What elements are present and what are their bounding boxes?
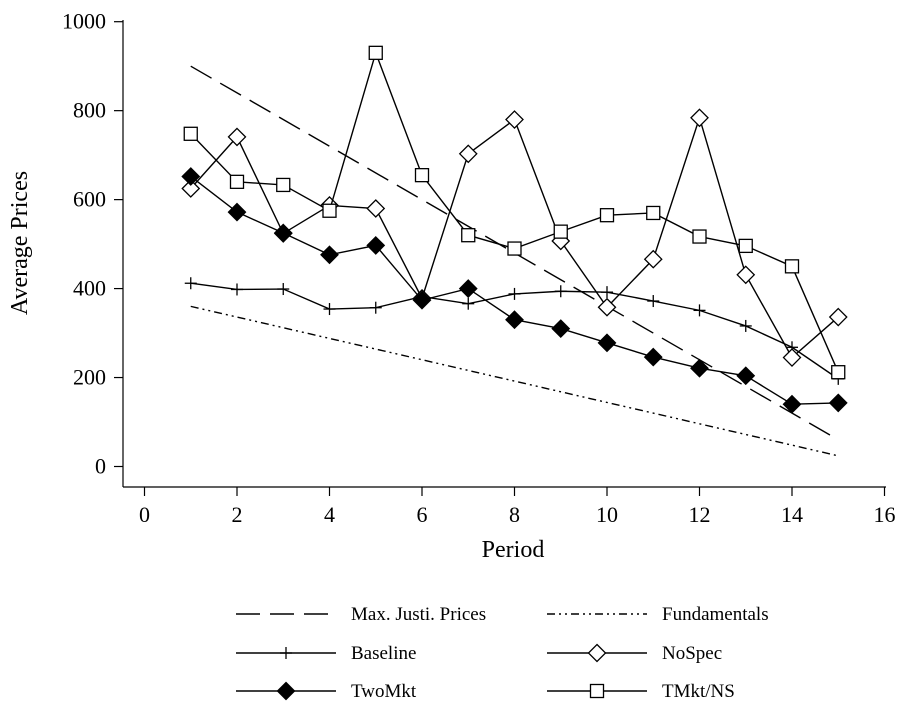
series-tmkt-ns: [183, 45, 846, 380]
series-twomkt: [181, 167, 848, 414]
x-ticks: 0 2 4 6 8 10 12 14 16: [139, 487, 896, 527]
legend-label: TwoMkt: [351, 681, 417, 702]
data-point-tmkt-ns: [553, 224, 568, 239]
data-point-baseline: [184, 277, 197, 290]
data-point-nospec: [505, 110, 524, 129]
data-point-tmkt-ns: [461, 228, 476, 243]
data-point-baseline: [508, 287, 521, 300]
series-max-justi-prices: [190, 65, 839, 441]
data-point-twomkt: [458, 279, 478, 298]
y-tick-label: 600: [73, 187, 106, 212]
data-point-tmkt-ns: [507, 241, 522, 256]
x-axis-title: Period: [482, 537, 545, 563]
legend-item-fundamentals: Fundamentals: [547, 604, 769, 625]
x-tick-label: 16: [874, 502, 896, 527]
data-point-twomkt: [505, 310, 524, 330]
data-point-baseline: [693, 304, 706, 317]
data-point-tmkt-ns: [599, 208, 615, 223]
legend-marker: [280, 647, 292, 659]
plot-series: [181, 45, 848, 457]
data-point-tmkt-ns: [322, 203, 337, 218]
data-point-tmkt-ns: [183, 126, 198, 141]
data-point-twomkt: [597, 333, 617, 353]
series-line-max-justi-prices: [190, 65, 839, 441]
x-tick-label: 12: [689, 502, 711, 527]
data-point-baseline: [462, 297, 475, 310]
legend-item-baseline: Baseline: [236, 643, 416, 664]
legend: Max. Justi. Prices Fundamentals Baseline No…: [236, 604, 769, 702]
legend-marker: [587, 643, 607, 663]
data-point-tmkt-ns: [784, 259, 800, 274]
data-point-tmkt-ns: [692, 229, 707, 244]
data-point-baseline: [277, 283, 290, 296]
data-point-nospec: [736, 265, 756, 285]
data-point-tmkt-ns: [738, 238, 753, 254]
legend-marker: [589, 683, 605, 699]
legend-label: NoSpec: [662, 643, 722, 664]
legend-item-tmkt-ns: TMkt/NS: [547, 681, 735, 702]
data-point-tmkt-ns: [229, 174, 245, 189]
data-point-nospec: [828, 307, 848, 327]
series-fundamentals: [190, 305, 839, 457]
data-point-tmkt-ns: [646, 205, 661, 221]
legend-label: Max. Justi. Prices: [351, 604, 486, 625]
data-point-nospec: [227, 127, 247, 147]
x-tick-label: 4: [324, 502, 335, 527]
data-point-tmkt-ns: [276, 177, 291, 193]
y-tick-label: 400: [73, 276, 106, 301]
x-tick-label: 14: [781, 502, 803, 527]
data-point-twomkt: [227, 202, 247, 222]
data-point-baseline: [739, 319, 752, 332]
data-point-twomkt: [690, 358, 709, 378]
y-axis-title: Average Prices: [7, 171, 33, 315]
data-point-tmkt-ns: [368, 45, 383, 60]
legend-item-twomkt: TwoMkt: [236, 681, 417, 702]
data-point-twomkt: [828, 393, 848, 413]
x-tick-label: 6: [417, 502, 428, 527]
data-point-twomkt: [782, 394, 802, 414]
data-point-baseline: [647, 295, 660, 308]
y-ticks: 0 200 400 600 800 1000: [62, 9, 123, 479]
data-point-twomkt: [366, 236, 386, 255]
y-tick-label: 200: [73, 365, 106, 390]
data-point-twomkt: [412, 290, 432, 310]
x-tick-label: 2: [232, 502, 243, 527]
data-point-nospec: [181, 179, 201, 198]
x-tick-label: 10: [596, 502, 618, 527]
x-tick-label: 8: [509, 502, 520, 527]
axes: [122, 20, 886, 488]
data-point-twomkt: [643, 347, 663, 367]
data-point-twomkt: [273, 223, 293, 243]
series-line-fundamentals: [190, 305, 839, 457]
data-point-tmkt-ns: [414, 168, 430, 183]
data-point-baseline: [554, 285, 567, 298]
legend-label: TMkt/NS: [662, 681, 735, 702]
legend-label: Fundamentals: [662, 604, 769, 625]
data-point-baseline: [369, 301, 382, 314]
data-point-twomkt: [551, 319, 571, 339]
data-point-twomkt: [320, 245, 339, 265]
y-tick-label: 800: [73, 98, 106, 123]
data-point-baseline: [323, 303, 336, 316]
legend-label: Baseline: [351, 643, 416, 664]
data-point-baseline: [601, 286, 613, 299]
legend-item-max-justi-prices: Max. Justi. Prices: [236, 604, 486, 625]
data-point-nospec: [643, 249, 663, 269]
data-point-nospec: [782, 348, 802, 367]
legend-item-nospec: NoSpec: [547, 643, 722, 664]
x-tick-label: 0: [139, 502, 150, 527]
legend-marker: [276, 681, 296, 701]
data-point-nospec: [458, 144, 478, 164]
data-point-nospec: [597, 297, 617, 317]
y-tick-label: 1000: [62, 9, 106, 34]
data-point-baseline: [231, 283, 243, 296]
data-point-twomkt: [181, 167, 201, 186]
data-point-nospec: [366, 199, 386, 218]
data-point-twomkt: [736, 366, 756, 386]
y-tick-label: 0: [95, 454, 106, 479]
data-point-nospec: [690, 108, 709, 128]
data-point-tmkt-ns: [831, 365, 846, 380]
